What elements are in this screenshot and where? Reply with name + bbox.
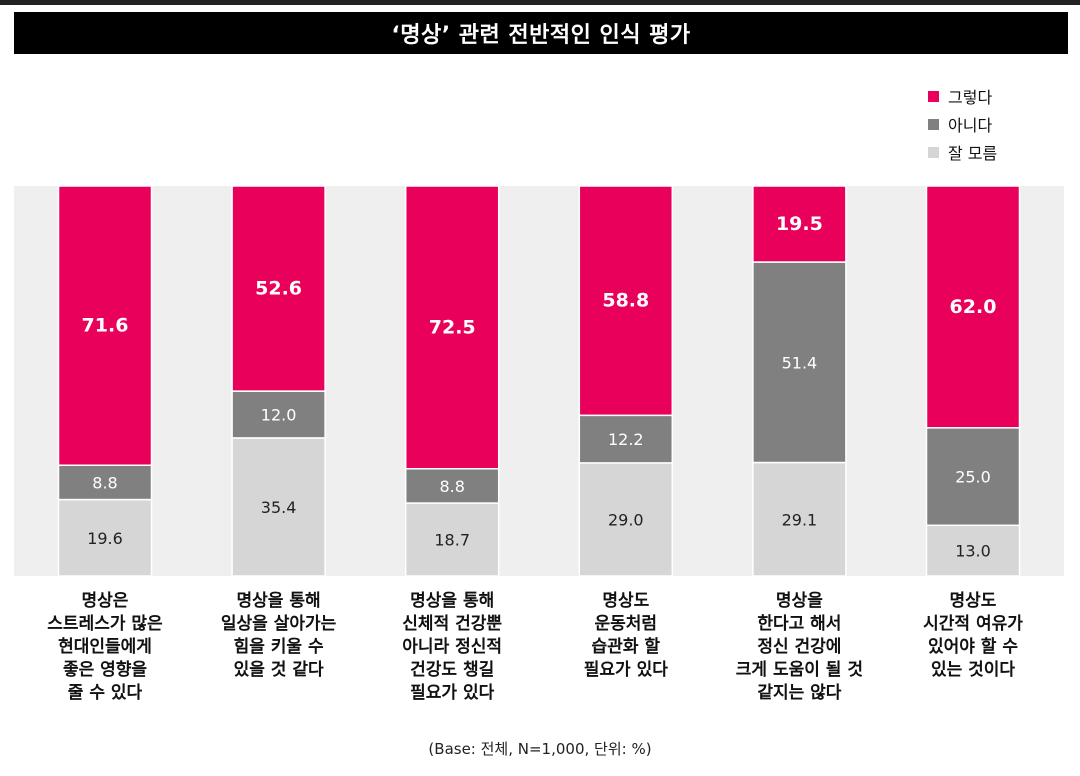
legend-swatch-yes — [928, 90, 939, 102]
data-label-no-4: 12.2 — [608, 430, 644, 449]
bar-yes-2 — [231, 185, 326, 392]
category-label-5: 명상을 한다고 해서 정신 건강에 크게 도움이 될 것 같지는 않다 — [735, 591, 864, 703]
bar-no-1 — [57, 464, 153, 501]
plot-background — [14, 186, 1064, 576]
legend-label-yes: 그렇다 — [948, 88, 993, 107]
bar-unknown-4 — [578, 462, 674, 577]
legend: 그렇다 아니다 잘 모름 — [928, 82, 997, 166]
legend-label-no: 아니다 — [948, 116, 993, 135]
data-label-no-3: 8.8 — [439, 477, 464, 496]
data-label-unknown-3: 18.7 — [434, 531, 470, 550]
category-label-1: 명상은 스트레스가 많은 현대인들에게 좋은 영향을 줄 수 있다 — [47, 591, 163, 703]
data-label-yes-3: 72.5 — [429, 316, 476, 338]
data-label-unknown-2: 35.4 — [261, 498, 297, 517]
data-label-no-6: 25.0 — [955, 468, 991, 487]
bar-no-6 — [925, 427, 1021, 527]
category-label-6: 명상도 시간적 여유가 있어야 할 수 있는 것이다 — [923, 591, 1023, 680]
data-label-no-2: 12.0 — [261, 406, 297, 425]
bar-yes-6 — [925, 185, 1021, 429]
bar-yes-3 — [404, 185, 500, 470]
bar-yes-4 — [578, 185, 674, 417]
legend-swatch-no — [928, 118, 939, 130]
bar-unknown-1 — [57, 498, 153, 577]
data-label-yes-2: 52.6 — [255, 278, 302, 300]
category-label-3: 명상을 통해 신체적 건강뿐 아니라 정신적 건강도 챙길 필요가 있다 — [402, 591, 503, 703]
data-label-yes-4: 58.8 — [602, 290, 649, 312]
legend-item-yes: 그렇다 — [928, 82, 997, 110]
data-label-unknown-1: 19.6 — [87, 529, 123, 548]
data-label-unknown-5: 29.1 — [782, 510, 818, 529]
bar-unknown-5 — [752, 461, 847, 577]
data-label-no-5: 51.4 — [782, 353, 818, 372]
bar-unknown-3 — [404, 502, 500, 577]
data-label-yes-6: 62.0 — [950, 296, 997, 318]
bar-unknown-2 — [231, 437, 326, 577]
category-label-2: 명상을 통해 일상을 살아가는 힘을 키울 수 있을 것 같다 — [220, 591, 337, 680]
bar-no-5 — [752, 261, 847, 464]
data-label-no-1: 8.8 — [92, 473, 117, 492]
chart-title: ‘명상’ 관련 전반적인 인식 평가 — [14, 12, 1068, 54]
base-note: (Base: 전체, N=1,000, 단위: %) — [428, 740, 652, 758]
data-label-yes-1: 71.6 — [82, 315, 129, 337]
bar-unknown-6 — [925, 524, 1021, 577]
legend-item-unknown: 잘 모름 — [928, 138, 997, 166]
data-label-unknown-6: 13.0 — [955, 542, 991, 561]
top-rule — [0, 0, 1080, 5]
legend-item-no: 아니다 — [928, 110, 997, 138]
category-label-4: 명상도 운동처럼 습관화 할 필요가 있다 — [583, 591, 668, 680]
legend-swatch-unknown — [928, 146, 939, 158]
bar-yes-1 — [57, 185, 153, 466]
data-label-yes-5: 19.5 — [776, 213, 823, 235]
bar-no-2 — [231, 390, 326, 439]
legend-label-unknown: 잘 모름 — [948, 144, 998, 163]
data-label-unknown-4: 29.0 — [608, 510, 644, 529]
bar-yes-5 — [752, 185, 847, 263]
